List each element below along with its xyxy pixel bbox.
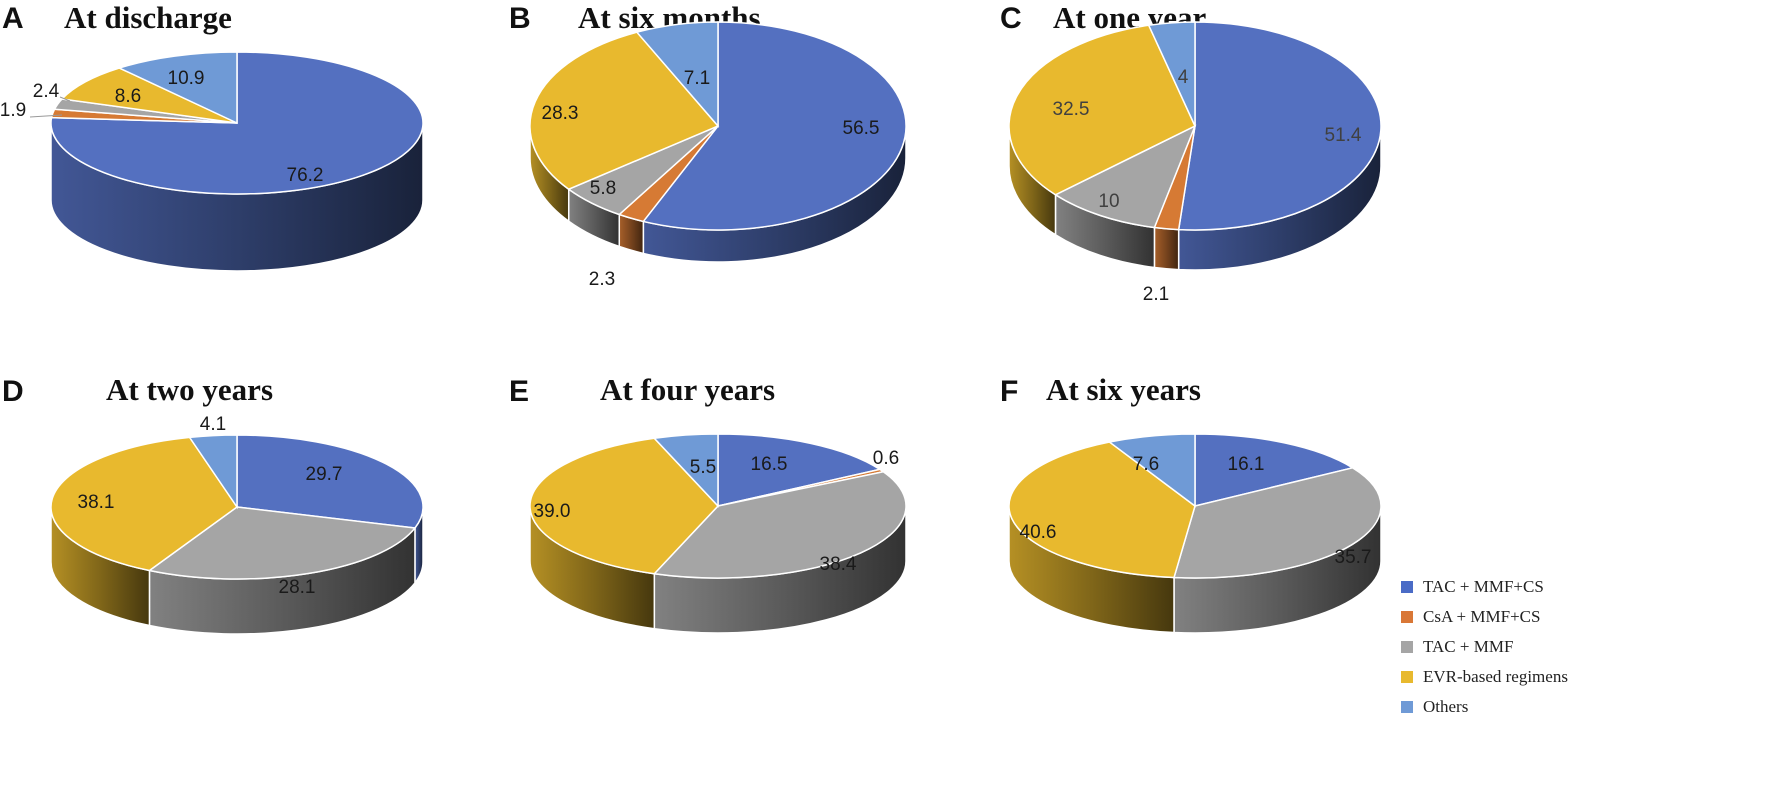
data-label-tac: 76.2 (287, 165, 324, 186)
pie-slice-evr (1008, 24, 1196, 196)
pie-slice-evr (529, 31, 720, 191)
leader-line (29, 114, 63, 118)
legend-label: CsA + MMF+CS (1423, 607, 1541, 626)
legend-label: EVR-based regimens (1423, 667, 1568, 686)
data-label-others: 5.5 (690, 457, 716, 478)
pie-panel-e: E At four years 16.5 0.6 38.4 39.0 5.5 (509, 372, 907, 634)
data-label-tac: 51.4 (1325, 125, 1362, 146)
pie-slice-tac-mmf (147, 506, 417, 580)
data-label-tac-mmf: 35.7 (1335, 547, 1372, 568)
legend-item: EVR-based regimens (1401, 663, 1761, 691)
leader-line (59, 96, 71, 102)
panel-letter: F (1000, 375, 1018, 408)
data-label-tac-mmf: 10 (1098, 191, 1119, 212)
legend-swatch (1401, 581, 1413, 593)
panel-letter: A (2, 2, 24, 35)
pie-panel-a: A At discharge 76.2 1.9 2.4 8.6 10.9 (0, 0, 424, 272)
legend-label: Others (1423, 697, 1469, 716)
legend-item: TAC + MMF (1401, 633, 1761, 661)
data-label-others: 7.6 (1133, 454, 1159, 475)
data-label-evr: 28.3 (542, 103, 579, 124)
pie-slice-evr (1008, 441, 1196, 579)
data-label-evr: 40.6 (1020, 522, 1057, 543)
pie-slice-evr (50, 436, 239, 572)
data-label-csa: 0.6 (873, 448, 899, 469)
pie-slice-others (652, 433, 719, 508)
data-label-csa: 2.3 (589, 269, 615, 290)
panel-title: At six years (1046, 372, 1201, 407)
pie-slice-others (117, 51, 238, 125)
legend-item: TAC + MMF+CS (1401, 573, 1761, 601)
data-label-tac: 16.5 (751, 454, 788, 475)
pie-slice-tac-mmf (1173, 467, 1382, 579)
data-label-csa: 2.1 (1143, 284, 1169, 305)
pie-slice-evr (529, 437, 720, 575)
panel-letter: C (1000, 2, 1022, 35)
legend-label: TAC + MMF+CS (1423, 577, 1544, 596)
data-label-tac-mmf: 38.4 (820, 554, 857, 575)
legend-swatch (1401, 671, 1413, 683)
data-label-evr: 39.0 (534, 501, 571, 522)
panel-title: At discharge (64, 0, 232, 35)
legend-item: CsA + MMF+CS (1401, 603, 1761, 631)
legend-swatch (1401, 701, 1413, 713)
data-label-tac: 16.1 (1228, 454, 1265, 475)
legend: TAC + MMF+CS CsA + MMF+CS TAC + MMF EVR-bas… (1401, 573, 1761, 723)
data-label-others: 10.9 (168, 68, 205, 89)
pie-slice-others (1147, 21, 1196, 127)
data-label-others: 4.1 (200, 414, 226, 435)
legend-item: Others (1401, 693, 1761, 721)
data-label-csa: 1.9 (0, 100, 26, 121)
legend-label: TAC + MMF (1423, 637, 1514, 656)
panel-title: At two years (106, 372, 273, 407)
pie-slice-tac (236, 434, 424, 529)
pie-slice-tac-mmf (652, 470, 907, 579)
pie-slice-others (635, 21, 719, 129)
pie-slice-tac (717, 433, 882, 507)
panel-letter: D (2, 375, 24, 408)
panel-letter: B (509, 2, 531, 35)
panel-title: At four years (600, 372, 775, 407)
pie-panel-d: D At two years 29.7 28.1 38.1 4.1 (2, 372, 424, 635)
legend-swatch (1401, 641, 1413, 653)
data-label-tac-mmf: 2.4 (33, 81, 60, 102)
pie-slice-tac (1194, 433, 1355, 507)
data-label-evr: 8.6 (115, 86, 141, 107)
legend-swatch (1401, 611, 1413, 623)
pie-slice-tac (1177, 21, 1382, 231)
panel-letter: E (509, 375, 529, 408)
data-label-others: 4 (1178, 67, 1189, 88)
data-label-tac: 56.5 (843, 118, 880, 139)
data-label-others: 7.1 (684, 68, 710, 89)
data-label-tac-mmf: 5.8 (590, 178, 616, 199)
pie-slice-others (188, 434, 238, 510)
data-label-evr: 32.5 (1053, 99, 1090, 120)
pie-slice-tac (642, 21, 907, 231)
pie-slice-tac-mmf (1053, 124, 1197, 229)
data-label-evr: 38.1 (78, 492, 115, 513)
data-label-tac: 29.7 (306, 464, 343, 485)
pie-panel-f: F At six years 16.1 35.7 40.6 7.6 (1000, 372, 1382, 634)
data-label-tac-mmf: 28.1 (279, 577, 316, 598)
pie-side-csa (1153, 226, 1180, 271)
pie-slice-others (1107, 433, 1196, 508)
